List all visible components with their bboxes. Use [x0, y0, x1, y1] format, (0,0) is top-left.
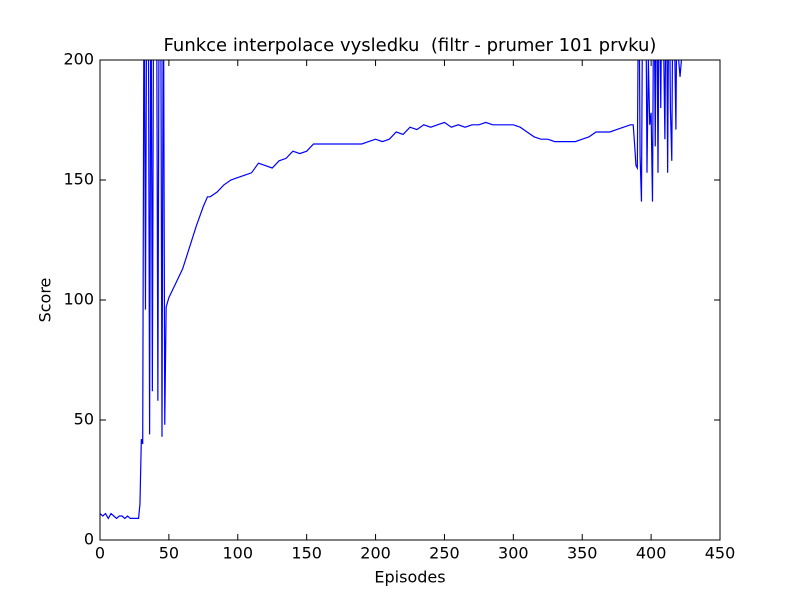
y-tick-label: 150: [63, 170, 94, 189]
x-tick-label: 350: [567, 544, 598, 563]
x-tick-label: 400: [636, 544, 667, 563]
x-tick-label: 150: [291, 544, 322, 563]
x-tick-label: 100: [223, 544, 254, 563]
chart-title: Funkce interpolace vysledku (filtr - pru…: [164, 35, 657, 56]
x-tick-label: 250: [429, 544, 460, 563]
y-tick-label: 0: [84, 530, 94, 549]
y-tick-label: 50: [74, 410, 94, 429]
y-tick-label: 100: [63, 290, 94, 309]
y-axis-label: Score: [36, 278, 55, 323]
x-tick-label: 0: [95, 544, 105, 563]
x-tick-label: 450: [705, 544, 736, 563]
x-axis-label: Episodes: [374, 568, 445, 587]
y-tick-label: 200: [63, 50, 94, 69]
x-tick-label: 50: [159, 544, 179, 563]
x-tick-label: 200: [360, 544, 391, 563]
data-line: [100, 60, 683, 520]
x-tick-label: 300: [498, 544, 529, 563]
